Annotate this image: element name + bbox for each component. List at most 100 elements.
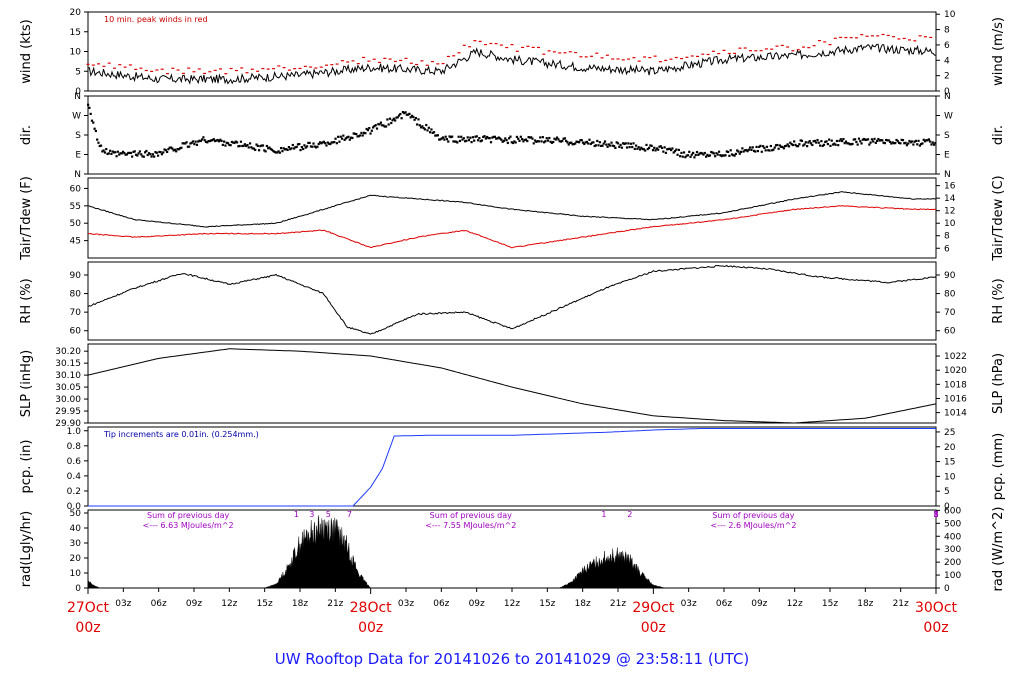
direction-point bbox=[706, 153, 709, 156]
direction-point bbox=[570, 141, 573, 144]
direction-point bbox=[386, 118, 389, 121]
direction-point bbox=[127, 151, 130, 155]
direction-point bbox=[457, 135, 460, 138]
direction-point bbox=[461, 138, 464, 141]
direction-point bbox=[879, 139, 883, 142]
direction-point bbox=[784, 144, 787, 148]
direction-point bbox=[182, 142, 186, 145]
direction-point bbox=[492, 135, 495, 139]
direction-point bbox=[441, 136, 445, 139]
footer-to: to bbox=[514, 650, 530, 668]
panel-frame bbox=[87, 95, 937, 175]
direction-point bbox=[186, 145, 189, 148]
y-tick-label-right: 70 bbox=[944, 308, 956, 318]
direction-point bbox=[193, 143, 196, 146]
y-tick-label-right: 6 bbox=[944, 244, 950, 254]
direction-point bbox=[891, 141, 894, 144]
direction-point bbox=[818, 144, 822, 147]
direction-point bbox=[263, 149, 266, 152]
direction-point bbox=[829, 144, 832, 147]
day-time-label: 00z bbox=[75, 620, 100, 636]
direction-point bbox=[427, 126, 430, 129]
direction-point bbox=[920, 143, 923, 146]
direction-point bbox=[474, 135, 477, 138]
direction-point bbox=[460, 135, 463, 138]
direction-point bbox=[892, 142, 896, 145]
direction-point bbox=[781, 145, 784, 149]
direction-point bbox=[820, 140, 823, 143]
direction-point bbox=[931, 141, 934, 144]
direction-point bbox=[839, 138, 842, 141]
direction-point bbox=[878, 139, 881, 142]
direction-point bbox=[118, 153, 121, 156]
direction-point bbox=[369, 132, 372, 135]
direction-point bbox=[270, 148, 274, 151]
hour-mark: 1 bbox=[601, 510, 606, 519]
direction-point bbox=[716, 153, 719, 156]
direction-point bbox=[486, 135, 489, 139]
direction-point bbox=[930, 143, 933, 146]
x-tick-label: 06z bbox=[433, 599, 449, 609]
direction-point bbox=[362, 131, 366, 134]
direction-point bbox=[250, 146, 253, 149]
direction-point bbox=[467, 139, 471, 142]
direction-point bbox=[743, 149, 747, 152]
direction-point bbox=[912, 143, 915, 146]
direction-point bbox=[502, 139, 506, 142]
direction-point bbox=[524, 138, 528, 141]
direction-point bbox=[550, 141, 554, 144]
direction-point bbox=[299, 148, 302, 152]
direction-point bbox=[207, 139, 210, 143]
direction-point bbox=[522, 140, 525, 143]
direction-point bbox=[888, 140, 892, 143]
direction-point bbox=[701, 152, 704, 155]
direction-point bbox=[201, 138, 204, 141]
y-tick-label-left: 10 bbox=[70, 569, 82, 579]
direction-point bbox=[803, 143, 806, 146]
direction-point bbox=[315, 146, 318, 149]
x-tick-label: 18z bbox=[857, 599, 873, 609]
direction-point bbox=[907, 142, 910, 145]
series-Tair bbox=[87, 191, 937, 228]
direction-point bbox=[835, 139, 839, 143]
direction-point bbox=[514, 141, 517, 144]
direction-point bbox=[677, 148, 680, 152]
direction-point bbox=[347, 135, 350, 138]
direction-point bbox=[752, 149, 756, 153]
direction-point bbox=[641, 147, 644, 151]
direction-point bbox=[322, 140, 325, 143]
direction-point bbox=[738, 152, 741, 155]
y-tick-label-left: 80 bbox=[70, 290, 82, 300]
direction-point bbox=[448, 135, 451, 138]
direction-point bbox=[863, 137, 866, 141]
direction-point bbox=[532, 142, 535, 145]
direction-point bbox=[751, 146, 754, 149]
direction-point bbox=[543, 141, 546, 144]
direction-point bbox=[416, 123, 419, 126]
direction-point bbox=[913, 140, 916, 143]
direction-point bbox=[644, 149, 647, 152]
direction-point bbox=[251, 147, 254, 150]
direction-point bbox=[934, 141, 937, 145]
direction-point bbox=[377, 123, 380, 126]
y-tick-label-right: 2 bbox=[944, 72, 950, 82]
direction-point bbox=[659, 145, 662, 148]
direction-point bbox=[497, 136, 500, 139]
direction-point bbox=[496, 137, 499, 140]
y-tick-label-left: 15 bbox=[70, 28, 81, 38]
direction-point bbox=[374, 124, 377, 127]
direction-point bbox=[283, 148, 287, 151]
radiation-sum-label: Sum of previous day bbox=[147, 511, 229, 520]
direction-point bbox=[443, 138, 446, 141]
direction-point bbox=[838, 139, 841, 142]
direction-point bbox=[789, 141, 792, 144]
direction-point bbox=[394, 119, 397, 122]
direction-point bbox=[566, 141, 569, 144]
direction-point bbox=[868, 143, 871, 146]
y-tick-label-left: 30 bbox=[70, 539, 82, 549]
direction-point bbox=[675, 148, 678, 151]
y-tick-label-left: 0.0 bbox=[67, 502, 82, 512]
direction-point bbox=[99, 144, 103, 147]
direction-point bbox=[304, 146, 307, 149]
direction-point bbox=[809, 142, 813, 145]
